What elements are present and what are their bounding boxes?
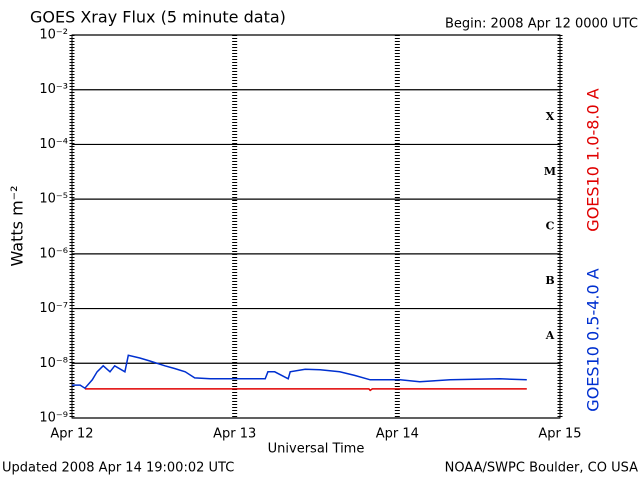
y-tick-label: 10⁻⁸ <box>39 356 68 371</box>
x-tick-label: Apr 15 <box>538 427 581 442</box>
x-axis-label: Universal Time <box>268 442 365 457</box>
flare-class-label: X <box>546 110 555 123</box>
x-tick-label: Apr 13 <box>213 427 256 442</box>
flare-class-label: B <box>545 274 554 287</box>
legend-label: GOES10 1.0-8.0 A <box>584 88 603 231</box>
flare-class-label: C <box>546 220 555 233</box>
series-line <box>84 388 527 392</box>
y-tick-label: 10⁻⁹ <box>39 411 68 426</box>
x-tick-label: Apr 14 <box>376 427 419 442</box>
y-tick-label: 10⁻³ <box>39 82 68 97</box>
chart-title: GOES Xray Flux (5 minute data) <box>30 8 286 27</box>
flare-class-label: A <box>545 329 555 342</box>
y-tick-label: 10⁻⁵ <box>39 192 68 207</box>
y-tick-label: 10⁻² <box>39 28 68 43</box>
updated-time: Updated 2008 Apr 14 19:00:02 UTC <box>2 461 234 476</box>
y-tick-label: 10⁻⁷ <box>39 301 68 316</box>
y-axis-label: Watts m⁻² <box>8 185 27 266</box>
flare-class-label: M <box>544 165 556 178</box>
series-line <box>72 354 527 390</box>
legend-label: GOES10 0.5-4.0 A <box>584 268 603 411</box>
begin-time: Begin: 2008 Apr 12 0000 UTC <box>445 17 638 32</box>
source: NOAA/SWPC Boulder, CO USA <box>445 461 638 476</box>
x-tick-label: Apr 12 <box>50 427 93 442</box>
y-tick-label: 10⁻⁴ <box>39 137 68 152</box>
y-tick-label: 10⁻⁶ <box>39 246 68 261</box>
plot-frame <box>71 34 561 419</box>
